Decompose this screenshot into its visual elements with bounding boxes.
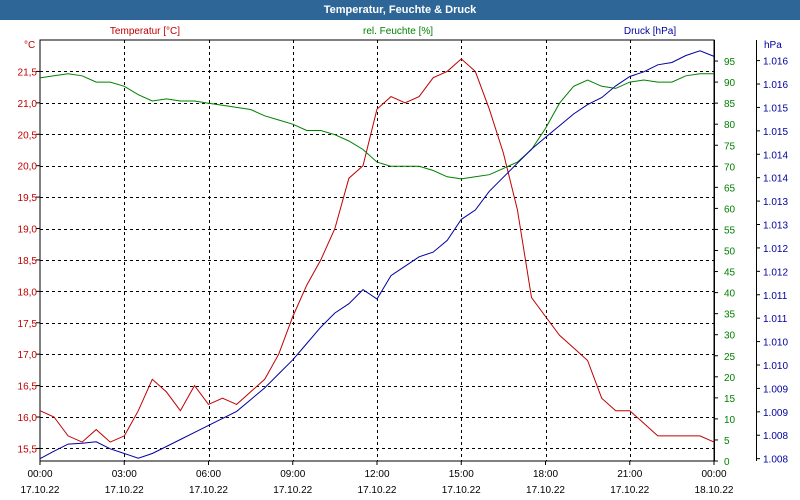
temperature-legend-label: Temperatur [°C] — [110, 26, 180, 37]
x-tick-date-label: 17.10.22 — [21, 485, 60, 496]
x-tick-time-label: 18:00 — [533, 469, 558, 480]
pressure-unit-label: hPa — [764, 40, 782, 51]
chart-title: Temperatur, Feuchte & Druck — [0, 0, 800, 20]
temperature-tick-label: 16,0 — [18, 413, 38, 424]
temperature-tick-label: 21,5 — [18, 67, 38, 78]
temperature-tick-label: 16,5 — [18, 382, 38, 393]
temperature-tick-label: 20,5 — [18, 130, 38, 141]
pressure-tick-label: 1.009 — [763, 384, 788, 395]
pressure-tick-label: 1.013 — [763, 221, 788, 232]
series-line-pressure — [39, 50, 715, 460]
humidity-tick-label: 95 — [724, 57, 736, 68]
x-tick-date-label: 17.10.22 — [105, 485, 144, 496]
humidity-tick-label: 15 — [724, 394, 736, 405]
temperature-tick-label: 19,0 — [18, 225, 38, 236]
humidity-tick-label: 5 — [724, 436, 730, 447]
humidity-tick-label: 45 — [724, 268, 736, 279]
pressure-tick-label: 1.008 — [763, 455, 788, 466]
humidity-tick-label: 90 — [724, 78, 736, 89]
humidity-legend-label: rel. Feuchte [%] — [363, 26, 433, 37]
temperature-tick-label: 18,0 — [18, 287, 38, 298]
pressure-tick-label: 1.008 — [763, 431, 788, 442]
pressure-tick-label: 1.013 — [763, 197, 788, 208]
humidity-tick-label: 30 — [724, 331, 736, 342]
x-tick-time-label: 21:00 — [617, 469, 642, 480]
pressure-tick-label: 1.009 — [763, 408, 788, 419]
humidity-tick-label: 10 — [724, 415, 736, 426]
pressure-tick-label: 1.012 — [763, 267, 788, 278]
temperature-unit-label: °C — [24, 40, 35, 51]
pressure-tick-label: 1.014 — [763, 174, 788, 185]
pressure-tick-label: 1.015 — [763, 103, 788, 114]
temperature-tick-label: 17,0 — [18, 350, 38, 361]
humidity-tick-label: 40 — [724, 289, 736, 300]
humidity-tick-label: 65 — [724, 183, 736, 194]
x-tick-date-label: 17.10.22 — [442, 485, 481, 496]
humidity-tick-label: 35 — [724, 310, 736, 321]
pressure-tick-label: 1.011 — [763, 291, 788, 302]
temperature-tick-label: 15,5 — [18, 444, 38, 455]
temperature-tick-label: 17,5 — [18, 319, 38, 330]
x-tick-time-label: 09:00 — [280, 469, 305, 480]
humidity-tick-label: 80 — [724, 120, 736, 131]
series-line-temperature — [39, 58, 715, 443]
pressure-tick-label: 1.010 — [763, 361, 788, 372]
x-tick-date-label: 17.10.22 — [273, 485, 312, 496]
pressure-tick-label: 1.016 — [763, 57, 788, 68]
x-tick-time-label: 03:00 — [112, 469, 137, 480]
x-tick-date-label: 17.10.22 — [189, 485, 228, 496]
pressure-tick-label: 1.011 — [763, 314, 788, 325]
x-tick-time-label: 15:00 — [449, 469, 474, 480]
humidity-tick-label: 50 — [724, 247, 736, 258]
x-tick-time-label: 00:00 — [701, 469, 726, 480]
humidity-tick-label: 70 — [724, 162, 736, 173]
x-tick-date-label: 17.10.22 — [610, 485, 649, 496]
humidity-tick-label: 60 — [724, 204, 736, 215]
temperature-tick-label: 18,5 — [18, 256, 38, 267]
pressure-tick-label: 1.015 — [763, 127, 788, 138]
temperature-tick-label: 19,5 — [18, 193, 38, 204]
x-tick-time-label: 00:00 — [27, 469, 52, 480]
humidity-tick-label: 20 — [724, 373, 736, 384]
x-tick-date-label: 18.10.22 — [695, 485, 734, 496]
pressure-tick-label: 1.016 — [763, 80, 788, 91]
pressure-tick-label: 1.012 — [763, 244, 788, 255]
humidity-tick-label: 75 — [724, 141, 736, 152]
humidity-tick-label: 55 — [724, 225, 736, 236]
x-tick-time-label: 12:00 — [364, 469, 389, 480]
x-tick-date-label: 17.10.22 — [358, 485, 397, 496]
pressure-tick-label: 1.014 — [763, 150, 788, 161]
temperature-tick-label: 21,0 — [18, 99, 38, 110]
temperature-tick-label: 20,0 — [18, 162, 38, 173]
series-line-humidity — [39, 73, 714, 180]
pressure-tick-label: 1.010 — [763, 338, 788, 349]
humidity-tick-label: 25 — [724, 352, 736, 363]
pressure-legend-label: Druck [hPa] — [624, 26, 676, 37]
x-tick-date-label: 17.10.22 — [526, 485, 565, 496]
x-tick-time-label: 06:00 — [196, 469, 221, 480]
humidity-tick-label: 85 — [724, 99, 736, 110]
humidity-tick-label: 0 — [724, 457, 730, 468]
